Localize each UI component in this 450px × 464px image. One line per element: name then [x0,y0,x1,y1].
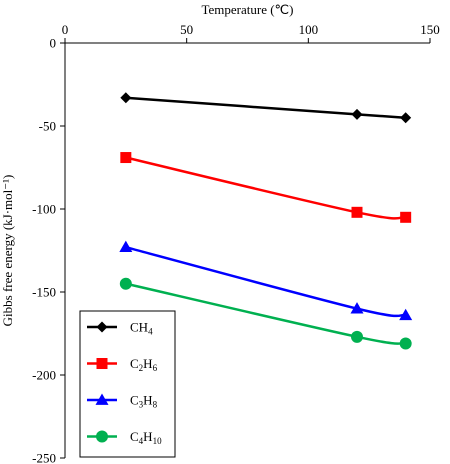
legend: CH4​ C2​H6​ C3​H8​ C4​H10​ [79,310,176,458]
x-tick-label: 0 [62,22,69,37]
data-point-c4h10 [119,277,132,290]
y-tick-label: 0 [50,36,57,51]
x-tick-label: 50 [180,22,193,37]
x-tick-label: 100 [299,22,319,37]
data-point-c2h6 [120,152,132,164]
data-point-c3h8 [399,308,413,321]
data-point-c4h10 [351,330,363,343]
legend-label-c4h10: C4​H10​ [130,429,162,446]
axes: 0 50 100 150 0 -50 -100 -150 -200 -250 [32,22,440,464]
legend-label-c3h8: C3​H8​ [130,393,158,410]
legend-marker-ch4 [96,321,108,333]
y-tick-label: -250 [32,451,56,464]
data-point-c3h8 [119,240,133,253]
data-point-c2h6 [351,206,363,218]
data-point-ch4 [400,112,412,124]
legend-marker-c3h8 [95,393,109,405]
data-point-c3h8 [350,302,364,314]
series-line-c4h10 [125,282,406,345]
y-tick-label: -50 [39,119,56,134]
data-point-c4h10 [399,337,412,350]
legend-marker-c4h10 [96,430,108,443]
y-axis-title: Gibbs free energy (kJ·mol⁻¹) [0,175,15,327]
series-layer [119,92,413,350]
y-tick-label: -150 [32,285,56,300]
y-tick-label: -100 [32,202,56,217]
legend-box [79,310,176,458]
legend-label-c2h6: C2​H6​ [130,356,158,373]
series-line-c2h6 [125,156,406,220]
series-line-ch4 [125,96,406,119]
y-tick-label: -200 [32,368,56,383]
data-point-c2h6 [400,211,412,223]
x-axis-title: Temperature (℃) [201,2,293,17]
legend-marker-c2h6 [96,358,108,369]
legend-label-ch4: CH4​ [130,320,153,337]
data-point-ch4 [120,92,132,104]
x-tick-label: 150 [420,22,440,37]
data-point-ch4 [351,108,363,120]
series-line-c3h8 [125,245,406,318]
